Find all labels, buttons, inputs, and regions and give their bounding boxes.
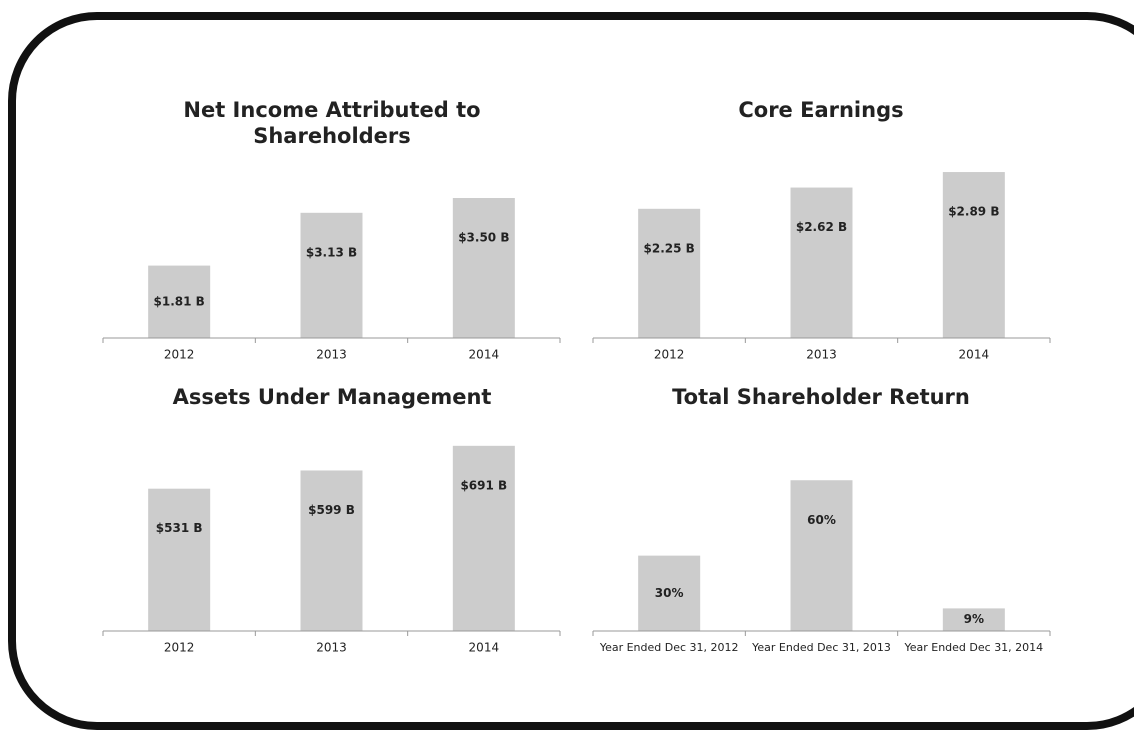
x-tick-label: Year Ended Dec 31, 2013: [751, 641, 891, 654]
x-tick-label: 2014: [469, 641, 500, 655]
value-label: $3.50 B: [458, 231, 509, 245]
bar: [638, 555, 701, 631]
value-label: 30%: [655, 586, 684, 600]
bar: [942, 172, 1005, 338]
chart-title: Core Earnings: [738, 98, 904, 122]
bar: [452, 445, 515, 631]
bar: [148, 488, 211, 631]
frame: [8, 12, 1134, 730]
bar: [638, 208, 701, 338]
x-tick-label: Year Ended Dec 31, 2014: [903, 641, 1043, 654]
chart-title: Assets Under Management: [172, 385, 492, 409]
value-label: $691 B: [460, 478, 507, 492]
bar: [300, 470, 363, 631]
bar: [942, 608, 1005, 631]
value-label: $2.25 B: [644, 241, 695, 255]
chart-title: Net Income Attributed to Shareholders: [183, 98, 481, 148]
x-tick-label: 2012: [654, 348, 685, 362]
bar: [790, 187, 853, 338]
value-label: $2.89 B: [948, 205, 999, 219]
chart-title: Total Shareholder Return: [672, 385, 970, 409]
x-tick-label: 2013: [806, 348, 837, 362]
bar: [452, 198, 515, 338]
bar: [790, 480, 853, 631]
x-tick-label: 2013: [316, 348, 347, 362]
x-tick-label: Year Ended Dec 31, 2012: [599, 641, 739, 654]
value-label: 9%: [964, 612, 984, 626]
value-label: $2.62 B: [796, 220, 847, 234]
x-tick-label: 2012: [164, 348, 195, 362]
x-tick-label: 2014: [469, 348, 500, 362]
value-label: $1.81 B: [154, 294, 205, 308]
value-label: 60%: [807, 513, 836, 527]
bar: [300, 212, 363, 338]
x-tick-label: 2013: [316, 641, 347, 655]
value-label: $531 B: [156, 521, 203, 535]
bar: [148, 265, 211, 338]
x-tick-label: 2012: [164, 641, 195, 655]
x-tick-label: 2014: [959, 348, 990, 362]
value-label: $3.13 B: [306, 245, 357, 259]
value-label: $599 B: [308, 503, 355, 517]
